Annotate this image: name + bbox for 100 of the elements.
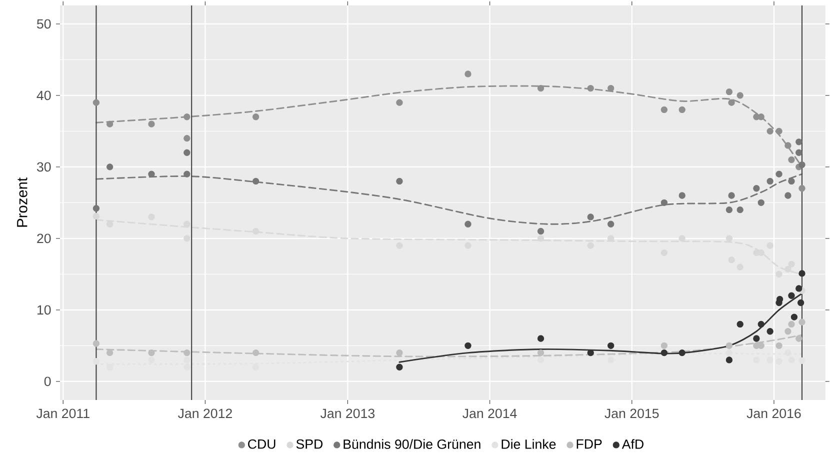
point [396,349,403,356]
point [537,84,544,92]
point [184,134,190,142]
point [92,340,100,347]
point [753,185,760,192]
point [148,356,155,364]
point [608,220,614,228]
x-tick-label: Jan 2011 [36,408,90,418]
point [92,99,100,106]
x-tick-label: Jan 2013 [320,408,375,418]
point [252,114,260,120]
legend-label: Bündnis 90/Die Grünen [344,439,480,449]
point [766,328,774,335]
point [790,314,798,320]
point [464,70,472,78]
y-tick-label: 10 [37,305,51,315]
point [587,214,594,220]
point [758,114,764,120]
point [106,120,114,128]
point [788,156,795,164]
point [678,192,686,199]
point [788,320,795,328]
point [766,242,774,249]
point [184,114,190,120]
point [148,170,155,178]
point [776,342,782,349]
point [796,138,802,146]
point [784,266,792,272]
point [396,178,403,185]
point [252,349,260,356]
point [726,349,733,356]
point [726,235,733,242]
point [184,220,190,228]
point [678,106,686,114]
point [788,292,795,299]
point [537,228,544,235]
point [464,342,472,349]
point [92,358,100,365]
point [736,92,744,99]
point [788,178,795,185]
point [753,335,760,342]
point [678,235,686,242]
point [766,128,774,135]
point [148,120,155,128]
legend-label: AfD [622,439,644,449]
y-tick-label: 30 [36,162,51,172]
point [784,328,792,335]
point [736,320,744,328]
y-tick-label: 0 [44,376,51,386]
point [537,349,544,356]
point [776,296,784,303]
point [784,142,792,149]
point [784,192,792,199]
point [92,212,100,220]
point [798,270,806,277]
point [776,358,782,365]
legend-label: Die Linke [502,439,556,449]
point [608,356,614,364]
point [106,349,114,356]
point [736,206,744,214]
legend-label: FDP [576,439,602,449]
point [148,349,155,356]
point [758,199,764,206]
x-tick-label: Jan 2014 [462,408,517,418]
point [184,364,190,370]
point [766,356,774,364]
point [587,84,594,92]
point [660,199,668,206]
point [464,220,472,228]
point [796,285,802,292]
point [796,149,802,156]
point [726,88,733,96]
point [798,161,806,168]
point [396,99,403,106]
point [537,335,544,342]
x-tick-label: Jan 2012 [178,408,232,418]
point [106,164,114,170]
point [92,205,100,212]
y-tick-label: 50 [37,19,51,29]
x-tick-label: Jan 2016 [746,408,801,418]
point [252,178,260,185]
point [776,128,782,135]
legend-label: SPD [296,439,323,449]
point [776,270,782,278]
point [728,99,735,106]
y-axis-title: Prozent [17,178,28,227]
point [798,357,806,364]
point [776,170,782,178]
point [798,185,806,192]
point [726,342,733,349]
point [184,149,190,156]
point [797,299,804,306]
point [537,235,544,242]
point [678,349,686,356]
y-tick-label: 20 [37,234,51,244]
y-tick-label: 40 [36,90,51,100]
point [728,192,735,199]
point [608,84,614,92]
point [184,356,190,364]
point [184,170,190,178]
